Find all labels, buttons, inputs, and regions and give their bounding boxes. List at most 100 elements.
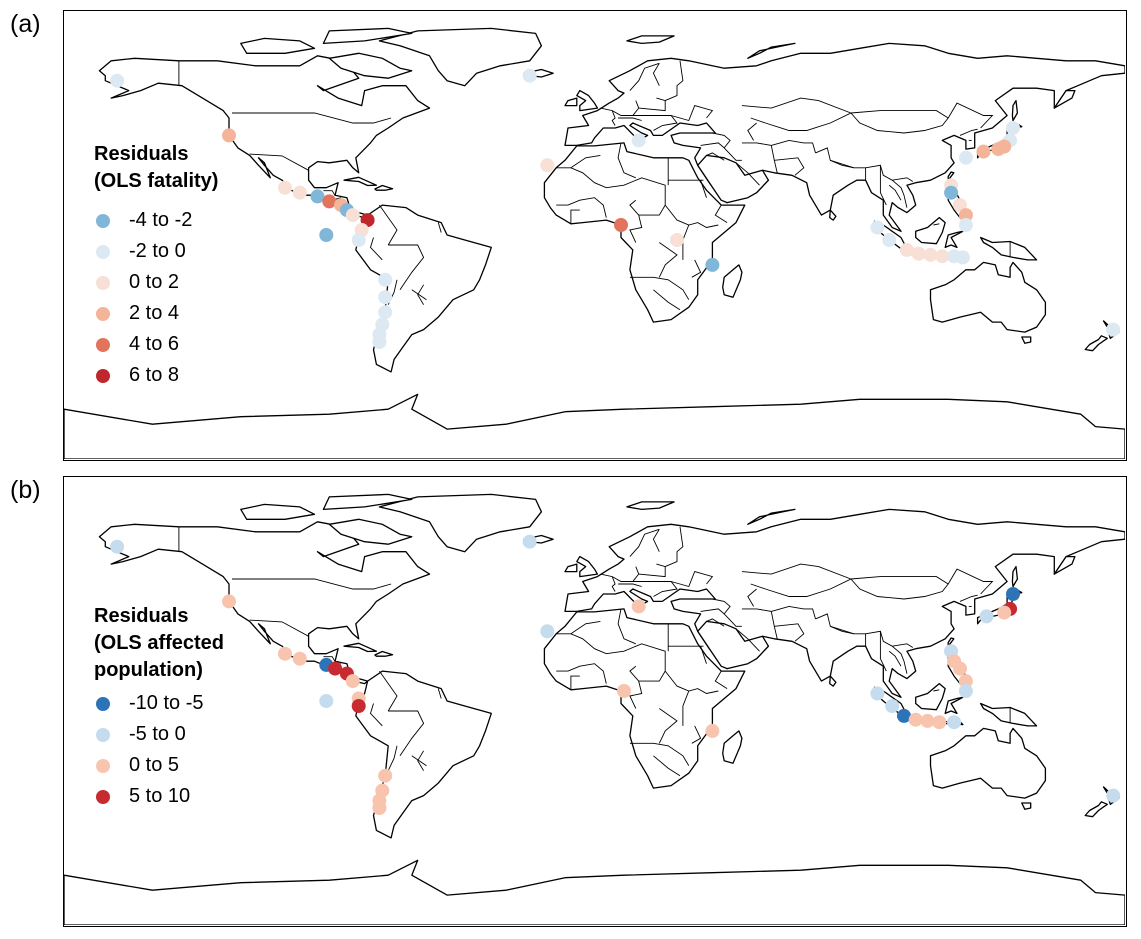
residual-point	[870, 686, 885, 701]
country-border	[747, 588, 757, 607]
landmass-arabia	[697, 154, 770, 204]
country-border	[723, 613, 742, 627]
country-border	[959, 128, 978, 136]
country-border	[815, 147, 914, 182]
country-border	[682, 690, 690, 726]
landmass-new-guinea	[979, 236, 1038, 261]
landmass-taiwan	[947, 171, 955, 181]
residual-point	[222, 128, 236, 143]
landmass-sulawesi	[944, 696, 964, 715]
country-border	[714, 204, 728, 223]
residual-point	[522, 68, 537, 83]
residual-point	[1106, 322, 1121, 337]
country-borders	[178, 526, 1011, 777]
residual-point	[997, 605, 1012, 620]
country-border	[774, 157, 805, 176]
landmass-svalbard	[626, 501, 675, 511]
landmass-greenland	[378, 493, 543, 553]
country-border	[323, 190, 336, 196]
residual-point	[631, 599, 646, 614]
country-border	[747, 122, 757, 141]
legend-title-line2: (OLS fatality)	[94, 170, 219, 192]
residual-point	[979, 609, 994, 624]
landmass-borneo	[915, 682, 946, 711]
legend-label: 2 to 4	[129, 302, 180, 324]
residual-point	[378, 305, 393, 320]
country-border	[664, 670, 719, 694]
country-border	[879, 165, 887, 206]
country-border	[670, 105, 714, 122]
legend-label: -5 to 0	[129, 723, 186, 745]
residual-point	[372, 335, 387, 349]
residual-points	[110, 68, 1121, 349]
country-border	[417, 750, 424, 771]
landmass-novaya-zemlya	[747, 42, 796, 59]
residual-point	[935, 249, 950, 264]
landmass-eurasia	[564, 508, 1125, 698]
residual-point	[378, 290, 393, 305]
landmass-sakhalin	[1011, 565, 1019, 588]
country-border	[570, 209, 580, 224]
residual-point	[955, 250, 970, 265]
residual-point	[540, 624, 555, 639]
country-border	[850, 112, 949, 134]
country-border	[387, 745, 398, 771]
country-border	[617, 142, 636, 179]
country-border	[700, 132, 731, 149]
country-border	[771, 605, 816, 620]
country-border	[735, 628, 749, 640]
landmass-uk	[576, 89, 599, 112]
country-border	[379, 204, 398, 246]
legend-swatch	[96, 727, 110, 742]
legend-items: -4 to -2 -2 to 0 0 to 2 2 to 4 4 to 6 6 to 8	[94, 205, 218, 391]
legend-item: -2 to 0	[94, 236, 218, 267]
legend-item: 2 to 4	[94, 298, 218, 329]
landmass-arctic-isl-1	[240, 503, 316, 520]
landmass-madagascar	[722, 730, 743, 764]
landmass-greenland	[378, 27, 543, 87]
landmass-nz-south	[1084, 335, 1108, 352]
legend-swatch	[96, 696, 110, 711]
country-border	[888, 650, 902, 667]
country-border	[617, 608, 636, 645]
residual-point	[617, 684, 631, 698]
country-border	[638, 563, 666, 578]
legend-swatch	[96, 337, 110, 352]
residual-point	[319, 228, 334, 242]
residual-point	[920, 713, 935, 728]
panel-b-world-map	[64, 493, 1125, 925]
country-border	[714, 670, 728, 689]
landmass-south-america	[355, 204, 492, 373]
country-border	[735, 162, 749, 174]
country-border	[815, 613, 914, 648]
legend-label: 6 to 8	[129, 364, 180, 386]
country-border	[653, 289, 681, 311]
residual-point	[1006, 587, 1020, 601]
country-border	[411, 289, 427, 301]
landmass-sri-lanka	[829, 675, 837, 687]
country-border	[830, 625, 854, 635]
country-border	[670, 571, 714, 588]
landmass-south-america	[355, 670, 492, 839]
legend-title-line3: population)	[94, 659, 203, 681]
landmass-antarctica	[64, 393, 1125, 459]
land-outlines	[64, 27, 1125, 459]
country-border	[232, 578, 392, 590]
country-border	[379, 670, 398, 712]
country-border	[747, 638, 760, 652]
country-border	[629, 214, 643, 243]
legend-swatch	[96, 275, 110, 290]
country-border	[700, 598, 731, 615]
residual-point	[911, 246, 926, 261]
legend-swatch	[96, 306, 110, 321]
residual-point	[522, 534, 537, 549]
landmass-tasmania	[1021, 802, 1032, 810]
country-border	[437, 222, 442, 233]
landmass-antarctica	[64, 859, 1125, 925]
country-border	[570, 675, 580, 690]
country-border	[556, 197, 607, 218]
residual-point	[932, 715, 947, 730]
residual-point	[976, 144, 991, 159]
country-border	[665, 60, 684, 102]
landmass-australia	[929, 261, 1047, 333]
